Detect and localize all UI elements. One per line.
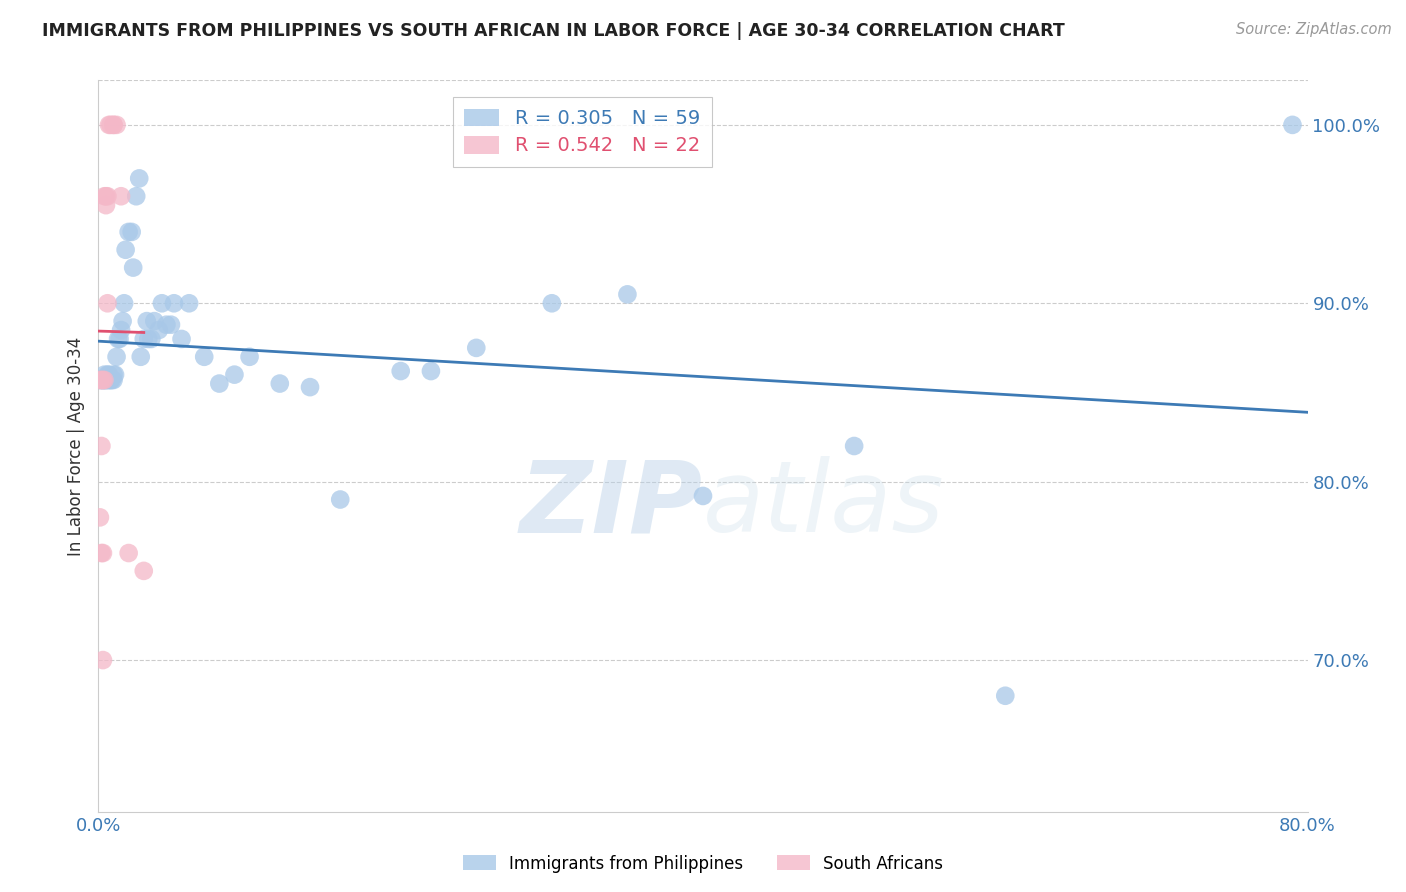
Point [170, 332, 193, 346]
Point [110, 323, 132, 337]
Point [118, 546, 141, 560]
Text: ZIP: ZIP [520, 456, 703, 553]
Point [103, 118, 125, 132]
Point [96, 373, 118, 387]
Point [90, 546, 112, 560]
Point [129, 350, 152, 364]
Point [122, 260, 145, 275]
Point [98, 118, 121, 132]
Point [91, 653, 114, 667]
Point [692, 489, 714, 503]
Point [98, 373, 121, 387]
Point [98, 368, 121, 382]
Text: Source: ZipAtlas.com: Source: ZipAtlas.com [1236, 22, 1392, 37]
Point [103, 118, 125, 132]
Point [96, 296, 118, 310]
Y-axis label: In Labor Force | Age 30-34: In Labor Force | Age 30-34 [66, 336, 84, 556]
Point [114, 243, 136, 257]
Point [108, 332, 131, 346]
Legend: R = 0.305   N = 59, R = 0.542   N = 22: R = 0.305 N = 59, R = 0.542 N = 22 [453, 97, 711, 167]
Point [90, 373, 112, 387]
Point [1281, 118, 1303, 132]
Point [96, 368, 118, 382]
Point [420, 364, 443, 378]
Point [125, 189, 148, 203]
Point [105, 350, 128, 364]
Point [150, 296, 173, 310]
Text: IMMIGRANTS FROM PHILIPPINES VS SOUTH AFRICAN IN LABOR FORCE | AGE 30-34 CORRELAT: IMMIGRANTS FROM PHILIPPINES VS SOUTH AFR… [42, 22, 1064, 40]
Point [208, 376, 231, 391]
Point [100, 118, 122, 132]
Point [163, 296, 186, 310]
Point [91, 373, 114, 387]
Point [389, 364, 412, 378]
Point [112, 296, 135, 310]
Point [465, 341, 488, 355]
Point [94, 373, 117, 387]
Text: atlas: atlas [703, 456, 945, 553]
Point [89, 373, 111, 387]
Point [148, 323, 170, 337]
Point [269, 376, 291, 391]
Point [90, 439, 112, 453]
Point [105, 118, 128, 132]
Point [101, 373, 124, 387]
Point [91, 546, 114, 560]
Point [136, 332, 159, 346]
Point [93, 189, 115, 203]
Point [93, 368, 115, 382]
Point [104, 368, 127, 382]
Point [93, 373, 115, 387]
Point [141, 332, 163, 346]
Point [89, 373, 111, 387]
Point [91, 373, 114, 387]
Point [540, 296, 562, 310]
Point [135, 314, 157, 328]
Point [143, 314, 166, 328]
Point [155, 318, 177, 332]
Point [89, 510, 111, 524]
Point [179, 296, 201, 310]
Point [111, 314, 134, 328]
Point [160, 318, 183, 332]
Point [193, 350, 215, 364]
Point [93, 373, 115, 387]
Point [90, 373, 112, 387]
Point [616, 287, 638, 301]
Point [94, 189, 117, 203]
Point [103, 373, 125, 387]
Point [132, 564, 155, 578]
Point [239, 350, 262, 364]
Point [94, 198, 117, 212]
Point [91, 373, 114, 387]
Point [224, 368, 246, 382]
Point [994, 689, 1017, 703]
Point [844, 439, 866, 453]
Point [118, 225, 141, 239]
Point [128, 171, 150, 186]
Point [110, 189, 132, 203]
Legend: Immigrants from Philippines, South Africans: Immigrants from Philippines, South Afric… [456, 848, 950, 880]
Point [299, 380, 322, 394]
Point [100, 373, 122, 387]
Point [107, 332, 129, 346]
Point [121, 225, 143, 239]
Point [329, 492, 352, 507]
Point [103, 368, 125, 382]
Point [100, 373, 122, 387]
Point [94, 373, 117, 387]
Point [96, 189, 118, 203]
Point [132, 332, 155, 346]
